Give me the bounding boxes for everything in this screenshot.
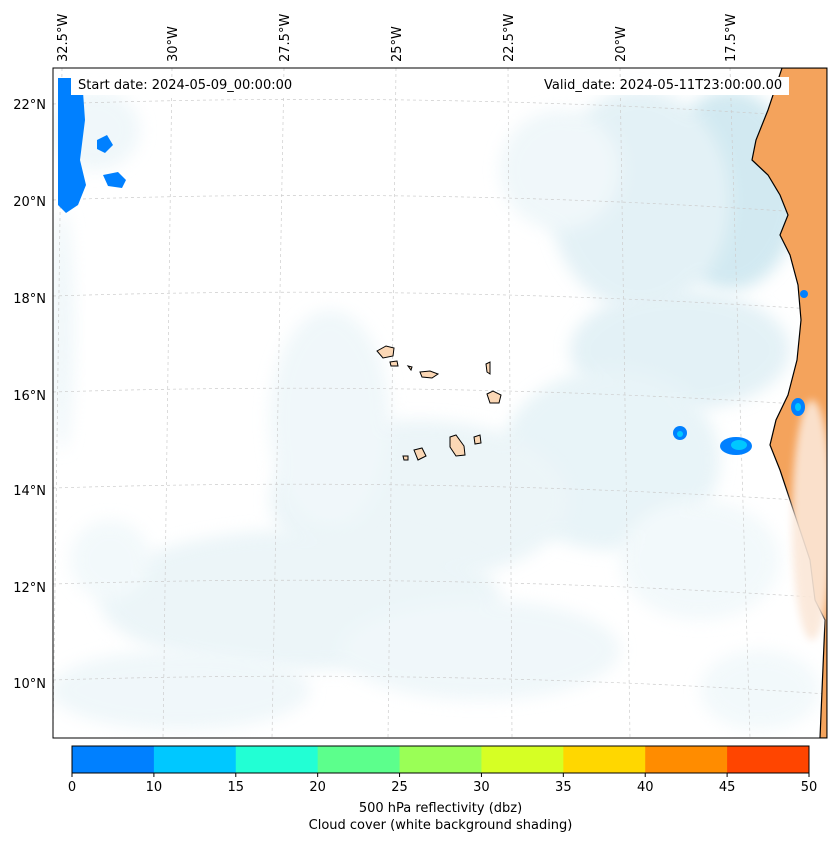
colorbar-segment — [72, 746, 155, 773]
colorbar-tick-label: 15 — [228, 780, 245, 795]
africa-landmass — [751, 68, 827, 738]
lat-label: 22°N — [13, 98, 46, 113]
colorbar-segment — [317, 746, 401, 773]
colorbar-frame — [71, 745, 810, 774]
lon-label: 27.5°W — [278, 14, 293, 62]
colorbar-tick-label: 20 — [309, 780, 326, 795]
valid-date-label: Valid_date: 2024-05-11T23:00:00.00 — [537, 77, 790, 95]
lat-label: 12°N — [13, 581, 46, 596]
colorbar-tick-label: 40 — [637, 780, 654, 795]
colorbar-segment — [563, 746, 646, 773]
colorbar-tick-label: 45 — [719, 780, 736, 795]
graticule — [53, 68, 827, 738]
cape-verde-islands — [376, 345, 502, 461]
lon-label: 25°W — [390, 26, 405, 62]
lon-label: 32.5°W — [56, 14, 71, 62]
lat-label: 18°N — [13, 292, 46, 307]
colorbar-tick-label: 50 — [801, 780, 818, 795]
latitude-labels: 22°N 20°N 18°N 16°N 14°N 12°N 10°N — [13, 98, 46, 692]
colorbar-segment — [235, 746, 319, 773]
colorbar-tick-label: 10 — [146, 780, 163, 795]
lon-label: 20°W — [614, 26, 629, 62]
colorbar-tick-label: 35 — [555, 780, 572, 795]
colorbar: 0 10 15 20 25 30 35 40 45 50 — [68, 745, 818, 795]
reflectivity-cells — [58, 78, 808, 455]
lon-label: 22.5°W — [502, 14, 517, 62]
lon-label: 17.5°W — [724, 14, 739, 62]
colorbar-tick-label: 0 — [68, 780, 76, 795]
coastal-cloud-fade — [792, 400, 827, 640]
lat-label: 16°N — [13, 389, 46, 404]
colorbar-segment — [727, 746, 810, 773]
colorbar-subtitle: Cloud cover (white background shading) — [308, 818, 573, 833]
lat-label: 10°N — [13, 677, 46, 692]
colorbar-segment — [645, 746, 728, 773]
colorbar-segment — [481, 746, 564, 773]
colorbar-segment — [153, 746, 237, 773]
map-frame — [52, 67, 828, 739]
lon-label: 30°W — [166, 26, 181, 62]
lat-label: 14°N — [13, 484, 46, 499]
lat-label: 20°N — [13, 195, 46, 210]
colorbar-segment — [399, 746, 482, 773]
map-area — [53, 68, 827, 738]
colorbar-tick-label: 25 — [391, 780, 408, 795]
longitude-labels: 32.5°W 30°W 27.5°W 25°W 22.5°W 20°W 17.5… — [56, 14, 739, 62]
colorbar-title: 500 hPa reflectivity (dbz) — [358, 801, 523, 816]
cloud-cover-shading — [53, 90, 820, 730]
start-date-label: Start date: 2024-05-09_00:00:00 — [71, 77, 300, 95]
colorbar-tick-label: 30 — [473, 780, 490, 795]
